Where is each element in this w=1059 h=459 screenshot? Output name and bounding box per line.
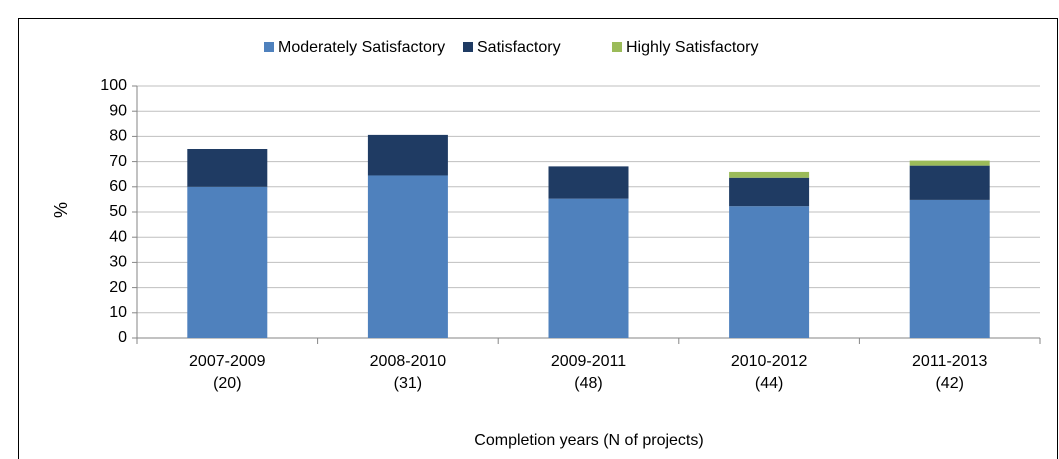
y-axis-label: % <box>51 202 71 218</box>
legend-label: Highly Satisfactory <box>626 39 759 56</box>
x-tick-label: 2007-2009 <box>189 353 266 370</box>
x-axis-label: Completion years (N of projects) <box>474 432 703 449</box>
y-tick-label: 80 <box>109 128 127 145</box>
bar-segment <box>367 134 448 176</box>
bar-segment <box>729 206 810 338</box>
legend-swatch <box>612 42 622 52</box>
legend-label: Moderately Satisfactory <box>278 39 445 56</box>
y-tick-label: 100 <box>100 77 127 94</box>
y-tick-label: 50 <box>109 203 127 220</box>
x-tick-label: (31) <box>394 375 422 392</box>
x-tick-label: (44) <box>755 375 783 392</box>
y-tick-label: 10 <box>109 304 127 321</box>
bar-segment <box>909 165 990 200</box>
bar-segment <box>909 160 990 166</box>
x-tick-label: (20) <box>213 375 241 392</box>
y-tick-label: 20 <box>109 279 127 296</box>
bar-segment <box>909 199 990 338</box>
x-tick-label: (48) <box>574 375 602 392</box>
legend-swatch <box>264 42 274 52</box>
bar-segment <box>367 175 448 338</box>
y-tick-label: 70 <box>109 153 127 170</box>
legend-swatch <box>463 42 473 52</box>
bar-segment <box>729 171 810 178</box>
bar-segment <box>548 166 629 199</box>
chart-frame <box>18 18 1058 459</box>
x-tick-label: 2009-2011 <box>551 353 626 370</box>
bar-segment <box>548 198 629 338</box>
y-tick-label: 60 <box>109 178 127 195</box>
bar-segment <box>187 186 268 338</box>
y-tick-label: 90 <box>109 102 127 119</box>
x-tick-label: 2010-2012 <box>731 353 808 370</box>
x-tick-label: 2008-2010 <box>370 353 447 370</box>
x-tick-label: 2011-2013 <box>912 353 987 370</box>
legend-label: Satisfactory <box>477 39 561 56</box>
bar-segment <box>187 149 268 187</box>
x-tick-label: (42) <box>935 375 963 392</box>
y-tick-label: 30 <box>109 254 127 271</box>
y-tick-label: 0 <box>118 329 127 346</box>
bar-segment <box>729 177 810 207</box>
y-tick-label: 40 <box>109 228 127 245</box>
